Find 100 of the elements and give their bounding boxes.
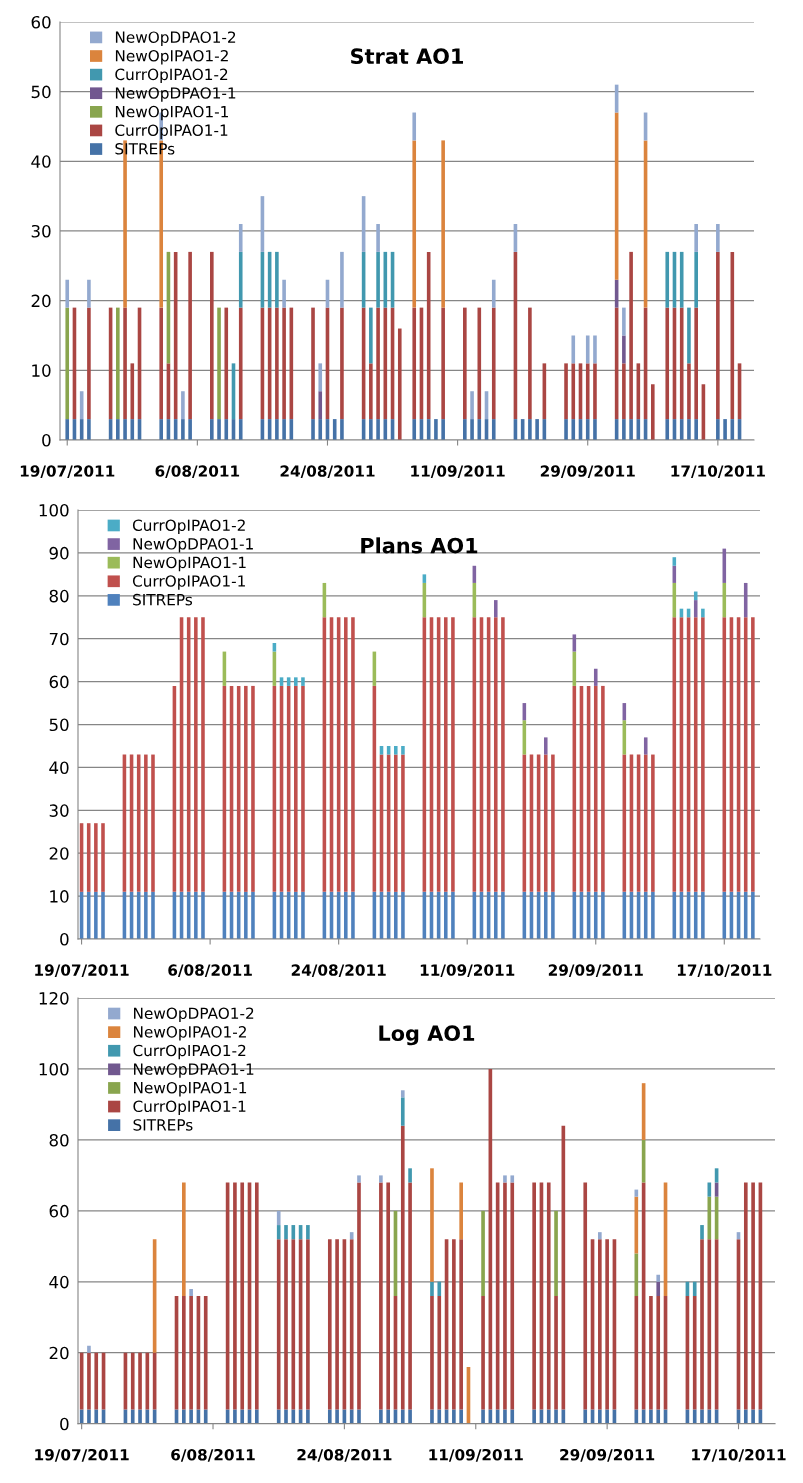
bar (369, 307, 373, 364)
x-tick-label: 29/09/2011 (540, 465, 635, 479)
bar (344, 617, 348, 892)
bar (693, 600, 698, 618)
bar (707, 1409, 712, 1424)
bar (593, 668, 598, 686)
x-tick-label: 6/08/2011 (168, 964, 252, 978)
bar (276, 1409, 281, 1424)
bar (340, 419, 344, 441)
y-tick-label: 60 (49, 675, 69, 689)
bar (593, 685, 598, 892)
bar (583, 1182, 588, 1410)
bar (301, 685, 305, 892)
bar (408, 1409, 412, 1424)
y-tick-label: 0 (42, 433, 51, 447)
bar (564, 363, 568, 420)
bar (401, 745, 405, 755)
bar (459, 1182, 463, 1240)
bar (238, 419, 243, 441)
y-tick-label: 20 (49, 1346, 69, 1360)
bar (751, 891, 755, 940)
bar (181, 391, 185, 420)
bar (275, 251, 279, 308)
bar (130, 419, 135, 441)
bar (189, 1295, 193, 1410)
bar (707, 1182, 712, 1197)
bar (357, 1175, 361, 1183)
bar (546, 1182, 551, 1410)
bar (194, 617, 198, 892)
bar (716, 419, 720, 441)
bar (276, 1239, 281, 1410)
y-tick-label: 40 (31, 155, 51, 168)
bar (306, 1225, 310, 1240)
bar (349, 1239, 354, 1410)
bar (649, 1409, 653, 1424)
bar (503, 1175, 507, 1183)
bar (189, 1409, 193, 1424)
bar (182, 1182, 186, 1296)
bar (188, 419, 192, 441)
bar (123, 307, 127, 420)
bar (349, 1409, 354, 1424)
bar (282, 419, 286, 441)
bar (701, 608, 705, 618)
bar (656, 1409, 661, 1424)
y-tick-label: 20 (49, 847, 69, 860)
x-tick-label: 11/09/2011 (420, 964, 515, 978)
x-tick-label: 6/08/2011 (155, 465, 240, 479)
bar (386, 1182, 391, 1410)
bar (441, 140, 445, 308)
bar (694, 251, 698, 308)
bar (400, 1409, 405, 1424)
bar (437, 1295, 442, 1410)
bar (723, 419, 727, 441)
bar (87, 307, 91, 420)
bar (707, 1196, 712, 1240)
bar (535, 419, 539, 441)
bar (311, 419, 315, 441)
bar (376, 419, 380, 441)
legend-label: CurrOpIPAO1-1 (115, 124, 228, 139)
y-tick-label: 50 (31, 85, 51, 99)
legend-label: SITREPs (133, 1119, 193, 1131)
legend-label: NewOpDPAO1-1 (134, 1063, 254, 1078)
bar (649, 1295, 653, 1410)
bar (716, 251, 720, 420)
bar (318, 363, 323, 392)
bar (605, 1409, 609, 1424)
bar (318, 391, 323, 420)
bar (622, 335, 626, 364)
bar (443, 617, 448, 892)
bar (571, 363, 576, 420)
bar (238, 251, 243, 308)
bar (357, 1182, 361, 1410)
bar (87, 419, 91, 441)
bar (593, 363, 597, 420)
bar (233, 1409, 237, 1424)
bar (481, 1409, 485, 1424)
bar (188, 251, 192, 420)
y-tick-label: 70 (49, 632, 69, 646)
bar (394, 754, 398, 892)
bar (694, 224, 698, 252)
bar (601, 685, 605, 892)
bar (656, 1295, 661, 1410)
bar (276, 1210, 281, 1226)
bar (189, 1288, 193, 1296)
bar (656, 1274, 661, 1282)
bar (491, 419, 496, 441)
bar (528, 307, 532, 420)
bar (510, 1175, 515, 1183)
bar (123, 419, 127, 441)
bar (386, 1409, 391, 1424)
y-tick-label: 30 (31, 224, 51, 238)
bar (251, 685, 255, 892)
bar (65, 419, 70, 441)
x-tick-label: 24/08/2011 (280, 465, 375, 479)
bar (151, 891, 155, 940)
bar (543, 737, 548, 755)
bar (194, 891, 198, 940)
bar (493, 600, 498, 618)
bar (203, 1295, 208, 1410)
bar (651, 891, 655, 940)
